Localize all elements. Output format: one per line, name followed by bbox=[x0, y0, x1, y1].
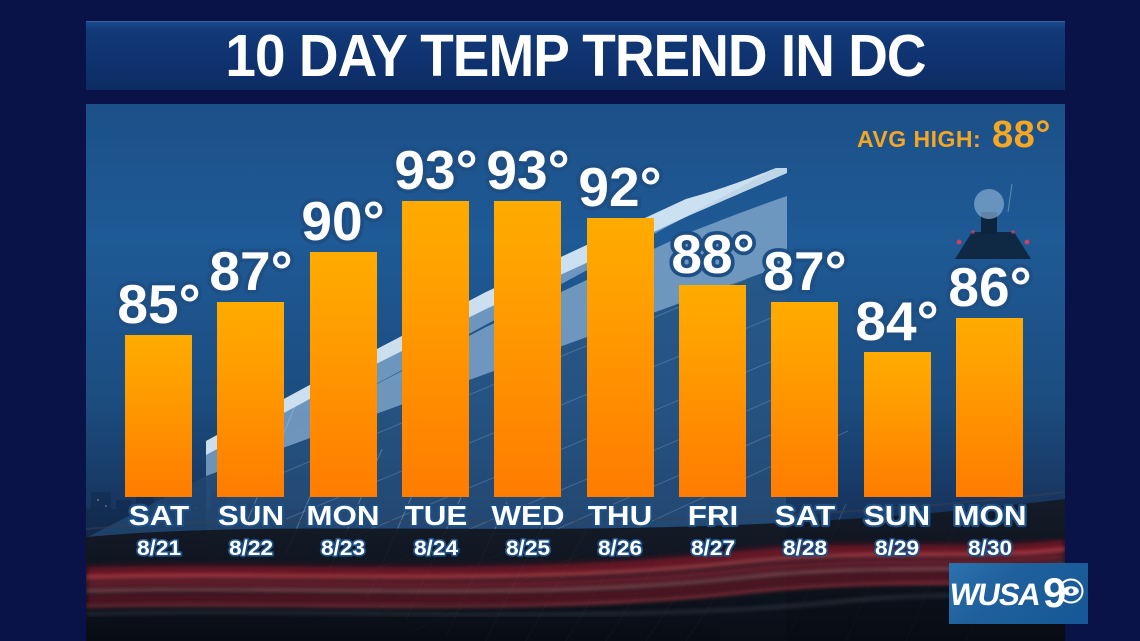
svg-text:FRI: FRI bbox=[687, 501, 738, 532]
svg-text:MON: MON bbox=[307, 501, 380, 532]
svg-text:WED: WED bbox=[491, 501, 564, 532]
svg-text:8/25: 8/25 bbox=[506, 536, 550, 560]
svg-text:8/22: 8/22 bbox=[229, 536, 273, 560]
svg-text:8/29: 8/29 bbox=[875, 536, 919, 560]
svg-text:THU: THU bbox=[588, 501, 652, 532]
svg-text:8/30: 8/30 bbox=[967, 536, 1011, 560]
svg-text:8/21: 8/21 bbox=[136, 536, 180, 560]
svg-text:SUN: SUN bbox=[864, 501, 930, 532]
svg-text:92°: 92° bbox=[579, 156, 662, 218]
svg-text:86°: 86° bbox=[948, 256, 1031, 318]
svg-text:SAT: SAT bbox=[128, 501, 188, 532]
svg-text:SUN: SUN bbox=[218, 501, 284, 532]
svg-text:8/24: 8/24 bbox=[413, 536, 458, 560]
svg-text:9: 9 bbox=[1043, 569, 1066, 616]
svg-text:8/23: 8/23 bbox=[321, 536, 365, 560]
svg-text:TUE: TUE bbox=[404, 501, 467, 532]
svg-text:8/26: 8/26 bbox=[598, 536, 642, 560]
svg-text:MON: MON bbox=[953, 501, 1026, 532]
svg-text:8/28: 8/28 bbox=[783, 536, 827, 560]
svg-text:WUSA: WUSA bbox=[949, 577, 1043, 612]
svg-text:SAT: SAT bbox=[775, 501, 835, 532]
svg-text:8/27: 8/27 bbox=[690, 536, 734, 560]
